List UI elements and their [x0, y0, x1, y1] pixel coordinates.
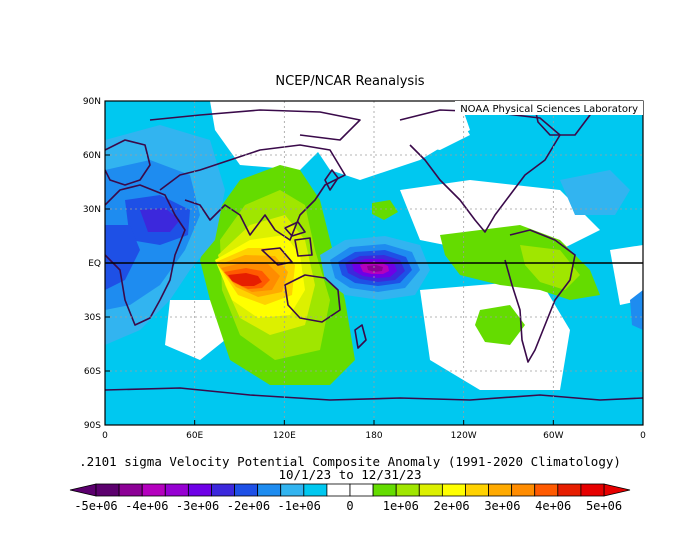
colorbar-swatch	[234, 483, 259, 497]
colorbar-swatch	[349, 483, 374, 497]
latitude-label: 90N	[83, 97, 101, 107]
colorbar-swatch	[557, 483, 582, 497]
colorbar-label: -1e+06	[278, 499, 321, 513]
longitude-label: 0	[102, 431, 108, 441]
colorbar-swatch	[95, 483, 120, 497]
longitude-label: 180	[365, 431, 382, 441]
colorbar-label: 4e+06	[535, 499, 571, 513]
colorbar-swatch	[303, 483, 328, 497]
colorbar-label: 3e+06	[484, 499, 520, 513]
colorbar-label: 0	[346, 499, 353, 513]
colorbar-label: 1e+06	[383, 499, 419, 513]
colorbar-swatch	[164, 483, 189, 497]
colorbar-swatch	[372, 483, 397, 497]
colorbar-swatch	[187, 483, 212, 497]
latitude-label: 60N	[83, 151, 101, 161]
colorbar-swatch	[418, 483, 443, 497]
colorbar-label: -4e+06	[125, 499, 168, 513]
colorbar-swatch	[257, 483, 282, 497]
latitude-label: 60S	[84, 367, 101, 377]
latitude-label: EQ	[88, 259, 101, 269]
longitude-labels: 0 60E 120E 180 120W 60W 0	[102, 420, 646, 441]
colorbar-swatch	[465, 483, 489, 497]
colorbar-swatch	[326, 483, 351, 497]
colorbar	[69, 483, 631, 497]
longitude-label: 60W	[543, 431, 563, 441]
colorbar-swatch	[141, 483, 166, 497]
caption-dates: 10/1/23 to 12/31/23	[278, 467, 422, 482]
colorbar-swatch	[511, 483, 536, 497]
latitude-label: 30N	[83, 205, 101, 215]
longitude-label: 60E	[186, 431, 203, 441]
latitude-label: 90S	[84, 421, 101, 431]
credit-box	[455, 101, 643, 115]
colorbar-label: -2e+06	[227, 499, 270, 513]
colorbar-swatch	[280, 483, 305, 497]
colorbar-labels: -5e+06 -4e+06 -3e+06 -2e+06 -1e+06 0 1e+06 2e+0…	[74, 499, 622, 513]
latitude-labels: 90N 60N 30N EQ 30S 60S 90S	[83, 97, 110, 431]
longitude-label: 120W	[451, 431, 477, 441]
credit-text: NOAA Physical Sciences Laboratory	[460, 104, 638, 115]
colorbar-swatch	[441, 483, 466, 497]
longitude-label: 0	[640, 431, 646, 441]
colorbar-min-arrow	[69, 483, 97, 497]
colorbar-label: 5e+06	[586, 499, 622, 513]
latitude-label: 30S	[84, 313, 101, 323]
colorbar-label: 2e+06	[434, 499, 470, 513]
colorbar-label: -3e+06	[176, 499, 219, 513]
colorbar-swatch	[580, 483, 605, 497]
colorbar-label: -5e+06	[74, 499, 117, 513]
coastlines	[105, 103, 643, 401]
colorbar-swatch	[488, 483, 513, 497]
colorbar-swatch	[118, 483, 143, 497]
colorbar-swatch	[395, 483, 420, 497]
longitude-label: 120E	[273, 431, 296, 441]
colorbar-swatch	[211, 483, 235, 497]
caption-variable: .2101 sigma Velocity Potential Composite…	[79, 454, 621, 469]
map-title: NCEP/NCAR Reanalysis	[275, 74, 425, 89]
colorbar-swatch	[534, 483, 559, 497]
colorbar-max-arrow	[603, 483, 631, 497]
